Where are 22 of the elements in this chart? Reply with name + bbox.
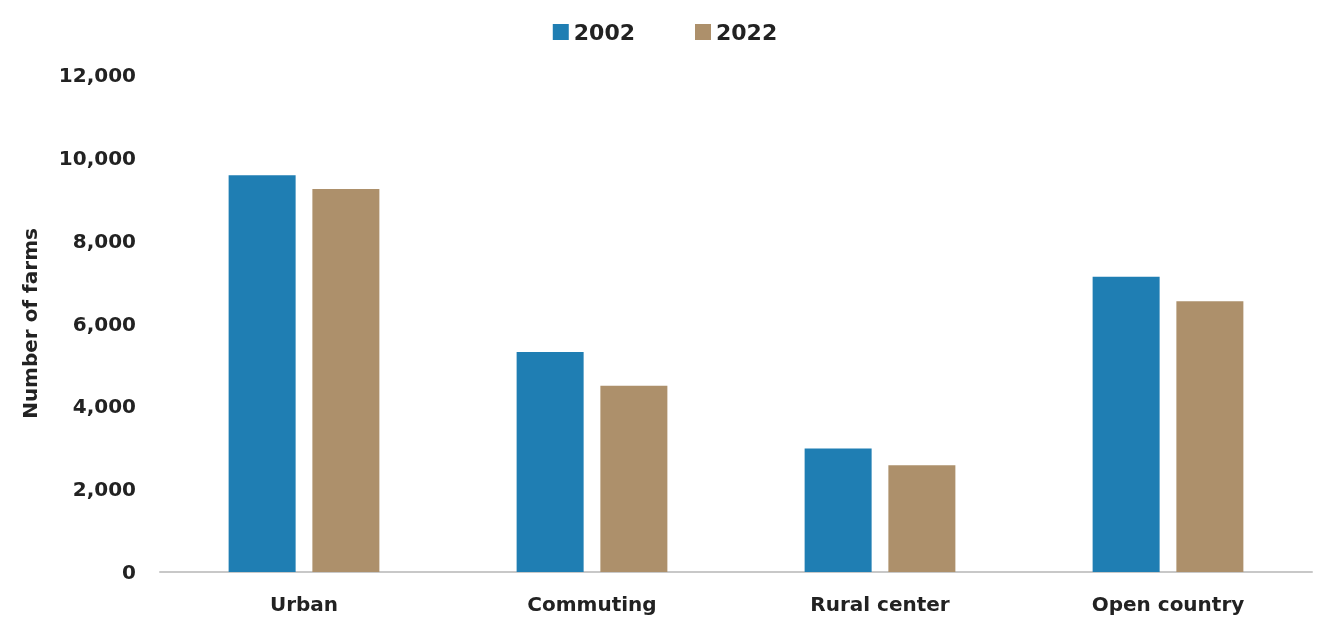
bar	[228, 175, 296, 572]
x-tick-label: Commuting	[527, 592, 657, 616]
bar	[516, 352, 584, 572]
y-tick-label: 6,000	[72, 311, 136, 336]
x-tick-label: Urban	[269, 592, 339, 616]
bar	[1176, 301, 1244, 572]
legend-label: 2002	[573, 19, 635, 45]
y-axis-title: Number of farms	[18, 228, 42, 419]
bar	[1092, 276, 1160, 572]
bar	[804, 448, 872, 572]
bar	[312, 188, 380, 572]
y-tick-label: 10,000	[58, 145, 136, 170]
y-tick-label: 0	[122, 560, 136, 584]
y-tick-label: 2,000	[72, 477, 136, 502]
bar	[600, 385, 668, 572]
y-tick-label: 12,000	[58, 63, 136, 87]
x-tick-label: Open country	[1091, 592, 1245, 616]
y-tick-label: 4,000	[72, 394, 136, 419]
x-tick-label: Rural center	[810, 592, 950, 616]
legend-label: 2022	[716, 19, 778, 45]
bar	[888, 465, 956, 572]
y-tick-label: 8,000	[72, 228, 136, 253]
